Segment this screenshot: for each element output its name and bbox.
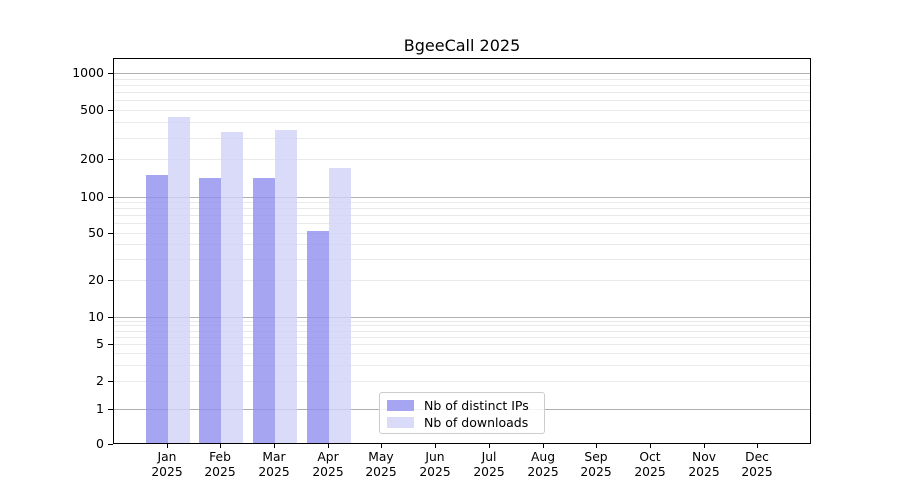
gridline-minor xyxy=(114,344,810,345)
y-tick-mark xyxy=(108,280,113,281)
bar-nb-of-distinct-ips-apr xyxy=(307,230,329,443)
x-tick-label: Apr 2025 xyxy=(312,450,344,479)
y-tick-mark xyxy=(108,409,113,410)
gridline-minor xyxy=(114,92,810,93)
gridline-minor xyxy=(114,79,810,80)
x-tick-mark xyxy=(650,444,651,448)
x-tick-mark xyxy=(274,444,275,448)
x-tick-mark xyxy=(489,444,490,448)
x-tick-label: May 2025 xyxy=(365,450,397,479)
legend-item-downloads: Nb of downloads xyxy=(387,414,536,431)
gridline-minor xyxy=(114,202,810,203)
x-tick-label: Dec 2025 xyxy=(741,450,773,479)
bar-nb-of-downloads-mar xyxy=(275,130,297,443)
y-tick-label: 5 xyxy=(96,336,104,351)
gridline-minor xyxy=(114,337,810,338)
x-tick-mark xyxy=(381,444,382,448)
legend-swatch-downloads xyxy=(387,417,414,428)
x-tick-mark xyxy=(596,444,597,448)
gridline-minor xyxy=(114,159,810,160)
gridline-minor xyxy=(114,321,810,322)
bar-nb-of-downloads-feb xyxy=(221,132,243,443)
chart-title: BgeeCall 2025 xyxy=(403,36,521,55)
y-tick-mark xyxy=(108,381,113,382)
legend-item-distinct-ips: Nb of distinct IPs xyxy=(387,397,536,414)
y-tick-mark xyxy=(108,233,113,234)
bar-nb-of-downloads-apr xyxy=(329,168,351,443)
bar-nb-of-distinct-ips-feb xyxy=(199,178,221,443)
y-tick-label: 2 xyxy=(96,373,104,388)
gridline-major xyxy=(114,317,810,318)
x-tick-label: Sep 2025 xyxy=(580,450,612,479)
x-tick-mark xyxy=(435,444,436,448)
x-tick-mark xyxy=(704,444,705,448)
legend-label-downloads: Nb of downloads xyxy=(424,415,529,430)
y-tick-label: 50 xyxy=(88,225,104,240)
gridline-minor xyxy=(114,100,810,101)
y-tick-label: 1 xyxy=(96,401,104,416)
x-tick-mark xyxy=(543,444,544,448)
y-tick-mark xyxy=(108,159,113,160)
gridline-major xyxy=(114,73,810,74)
y-tick-label: 100 xyxy=(80,189,104,204)
x-tick-label: Nov 2025 xyxy=(688,450,720,479)
gridline-minor xyxy=(114,233,810,234)
x-tick-label: Aug 2025 xyxy=(527,450,559,479)
gridline-minor xyxy=(114,280,810,281)
y-tick-label: 10 xyxy=(88,309,104,324)
gridline-minor xyxy=(114,325,810,326)
x-tick-mark xyxy=(757,444,758,448)
y-tick-label: 200 xyxy=(80,151,104,166)
y-tick-mark xyxy=(108,197,113,198)
x-tick-mark xyxy=(167,444,168,448)
x-tick-mark xyxy=(328,444,329,448)
y-tick-mark xyxy=(108,317,113,318)
y-tick-label: 500 xyxy=(80,102,104,117)
y-tick-mark xyxy=(108,444,113,445)
x-tick-label: Mar 2025 xyxy=(258,450,290,479)
plot-area xyxy=(113,58,811,444)
x-tick-label: Jun 2025 xyxy=(419,450,451,479)
y-tick-mark xyxy=(108,344,113,345)
x-tick-label: Jan 2025 xyxy=(151,450,183,479)
gridline-minor xyxy=(114,244,810,245)
gridline-minor xyxy=(114,85,810,86)
gridline-minor xyxy=(114,110,810,111)
gridline-minor xyxy=(114,259,810,260)
gridline-minor xyxy=(114,365,810,366)
gridline-minor xyxy=(114,353,810,354)
gridline-minor xyxy=(114,331,810,332)
y-tick-label: 20 xyxy=(88,272,104,287)
gridline-minor xyxy=(114,208,810,209)
y-tick-mark xyxy=(108,110,113,111)
bar-nb-of-distinct-ips-jan xyxy=(146,174,168,443)
x-tick-mark xyxy=(220,444,221,448)
legend: Nb of distinct IPs Nb of downloads xyxy=(379,392,545,434)
gridline-major xyxy=(114,197,810,198)
legend-label-distinct-ips: Nb of distinct IPs xyxy=(424,398,529,413)
bar-nb-of-distinct-ips-mar xyxy=(253,178,275,443)
bar-nb-of-downloads-jan xyxy=(168,117,190,443)
y-tick-mark xyxy=(108,73,113,74)
x-tick-label: Feb 2025 xyxy=(204,450,236,479)
gridline-minor xyxy=(114,223,810,224)
y-tick-label: 1000 xyxy=(72,65,104,80)
x-tick-label: Oct 2025 xyxy=(634,450,666,479)
gridline-minor xyxy=(114,138,810,139)
y-tick-label: 0 xyxy=(96,436,104,451)
x-tick-label: Jul 2025 xyxy=(473,450,505,479)
gridline-minor xyxy=(114,215,810,216)
legend-swatch-distinct-ips xyxy=(387,400,414,411)
gridline-minor xyxy=(114,122,810,123)
gridline-minor xyxy=(114,381,810,382)
